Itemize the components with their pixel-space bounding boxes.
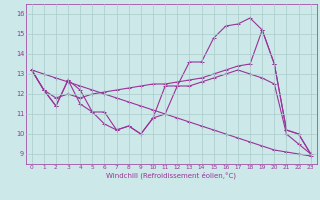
X-axis label: Windchill (Refroidissement éolien,°C): Windchill (Refroidissement éolien,°C) (106, 172, 236, 179)
